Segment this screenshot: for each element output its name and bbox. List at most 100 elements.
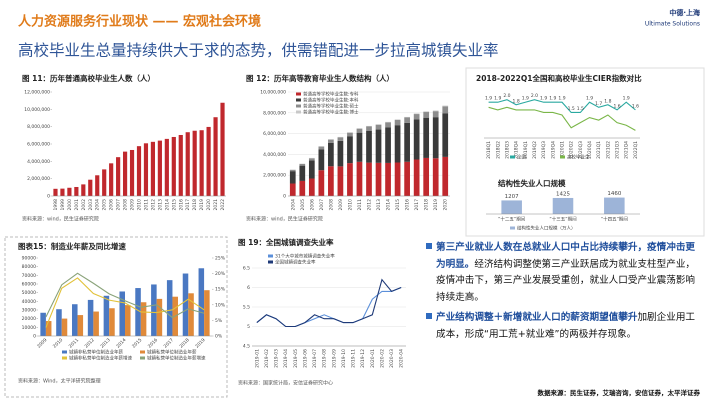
bar-segment: [289, 169, 296, 172]
bar: [164, 138, 169, 196]
data-label: 1.6: [632, 103, 639, 109]
bar-segment: [337, 140, 344, 167]
data-label: 1.9: [549, 96, 556, 102]
bar-segment: [394, 120, 401, 126]
y-tick-label: 4.5: [243, 344, 250, 350]
bar-segment: [404, 116, 410, 118]
x-tick-label: 2010: [137, 199, 143, 211]
chart-title: 图表15：制造业年薪及同比增速: [18, 241, 126, 251]
bar: [109, 163, 114, 196]
line: [488, 99, 636, 113]
data-label: 1.9: [522, 96, 529, 102]
x-tick-label: 2015: [395, 199, 401, 211]
x-tick-label: 2020-04: [399, 349, 405, 368]
data-label: 1.8: [513, 98, 520, 104]
x-tick-label: 2010: [347, 199, 353, 211]
x-tick-label: 2014: [386, 199, 392, 211]
y-tick-label: 10%: [215, 302, 226, 308]
bar-segment: [432, 110, 439, 112]
bar-segment: [385, 162, 391, 196]
x-tick-label: 2006: [109, 199, 115, 211]
bar-segment: [375, 162, 382, 196]
y-tick-label: 10,000,000: [24, 107, 50, 113]
x-tick-label: 2008: [328, 199, 334, 211]
bar: [552, 197, 574, 214]
x-tick-label: 2017: [163, 337, 175, 349]
bar: [103, 295, 110, 336]
legend-swatch: [510, 226, 515, 230]
legend-label: 普通高等学校毕业生数:本科: [303, 97, 359, 104]
legend-swatch: [140, 350, 145, 354]
bar-segment: [308, 178, 315, 196]
y-tick-label: 50000: [22, 290, 36, 296]
bar-segment: [432, 158, 439, 196]
data-label: 1.6: [613, 103, 620, 109]
data-label: 1425: [556, 191, 570, 197]
y-tick-label: 0: [33, 334, 36, 340]
y-tick-label: 4,000,000: [27, 159, 50, 165]
y-tick-label: 0: [47, 194, 50, 200]
bar: [102, 169, 107, 196]
bar-segment: [375, 124, 382, 125]
x-tick-label: 2019-10: [341, 349, 347, 368]
bar-segment: [385, 122, 391, 128]
frame: [4, 236, 228, 398]
y-tick-label: 80000: [22, 264, 36, 270]
bar-segment: [366, 131, 372, 163]
x-tick-label: 2019: [199, 199, 205, 211]
y-tick-label: 12,000,000: [24, 90, 50, 96]
legend-label: 高校毕业生: [567, 154, 590, 161]
x-tick-label: 2019Q4: [550, 141, 556, 159]
x-tick-label: 2019: [194, 337, 206, 349]
bar-segment: [337, 166, 344, 196]
bullet-lead: 第三产业就业人数在总就业人口中占比持续攀升，疫情冲击更为明显。: [436, 242, 696, 270]
data-label: 1.9: [623, 96, 630, 102]
bar: [74, 186, 79, 196]
x-tick-label: 2013: [99, 337, 111, 349]
x-tick-label: 2019-12: [360, 349, 366, 368]
bullet-lead: 产业结构调整＋新增就业人口的薪资期望值攀升: [436, 312, 638, 323]
bar-segment: [337, 136, 344, 138]
bar-segment: [442, 156, 449, 196]
x-tick-label: 2021Q3: [615, 141, 621, 159]
y-tick-label: 30000: [22, 308, 36, 314]
x-tick-label: “十四五”期间: [601, 216, 629, 223]
bar-segment: [328, 142, 334, 167]
bar-segment: [337, 137, 344, 141]
bar-segment: [423, 112, 430, 118]
data-label: 1.9: [558, 96, 565, 102]
y-tick-label: 20000: [22, 316, 36, 322]
data-label: 1.9: [494, 96, 501, 102]
data-label: 2.0: [531, 93, 538, 99]
x-tick-label: 2019-11: [351, 349, 357, 368]
x-tick-label: 2013: [157, 199, 163, 211]
legend-swatch: [296, 98, 301, 102]
bullet: 产业结构调整＋新增就业人口的薪资期望值攀升加剧企业用工成本，形成“用工荒+就业难…: [436, 310, 702, 343]
data-label: 1207: [505, 194, 519, 200]
bar-segment: [413, 114, 420, 120]
y-tick-label: 0: [283, 194, 286, 200]
y-tick-label: 90000: [22, 256, 36, 262]
bar: [60, 188, 65, 196]
bar: [143, 143, 149, 196]
bar-segment: [423, 157, 430, 196]
bar: [40, 312, 46, 336]
bar-segment: [366, 125, 372, 127]
bar-segment: [347, 163, 353, 196]
x-tick-label: 2020-02: [379, 349, 385, 368]
x-tick-label: 2012: [367, 199, 373, 211]
bar-segment: [356, 161, 363, 196]
x-tick-label: 2012: [83, 337, 95, 349]
legend-swatch: [296, 92, 301, 96]
x-tick-label: 2020Q1: [560, 141, 566, 159]
x-tick-label: 2019-05: [293, 349, 299, 368]
bar: [136, 146, 142, 196]
bar: [157, 140, 162, 196]
bar: [56, 309, 62, 336]
bar-segment: [356, 128, 363, 133]
bullet-text: 加剧企业用工成本，形成“用工荒+就业难”的两极并存现象。: [436, 312, 696, 340]
x-tick-label: 2019-08: [322, 349, 328, 368]
legend-swatch: [62, 356, 67, 360]
x-tick-label: 2004: [95, 199, 101, 211]
bar-segment: [442, 113, 449, 157]
